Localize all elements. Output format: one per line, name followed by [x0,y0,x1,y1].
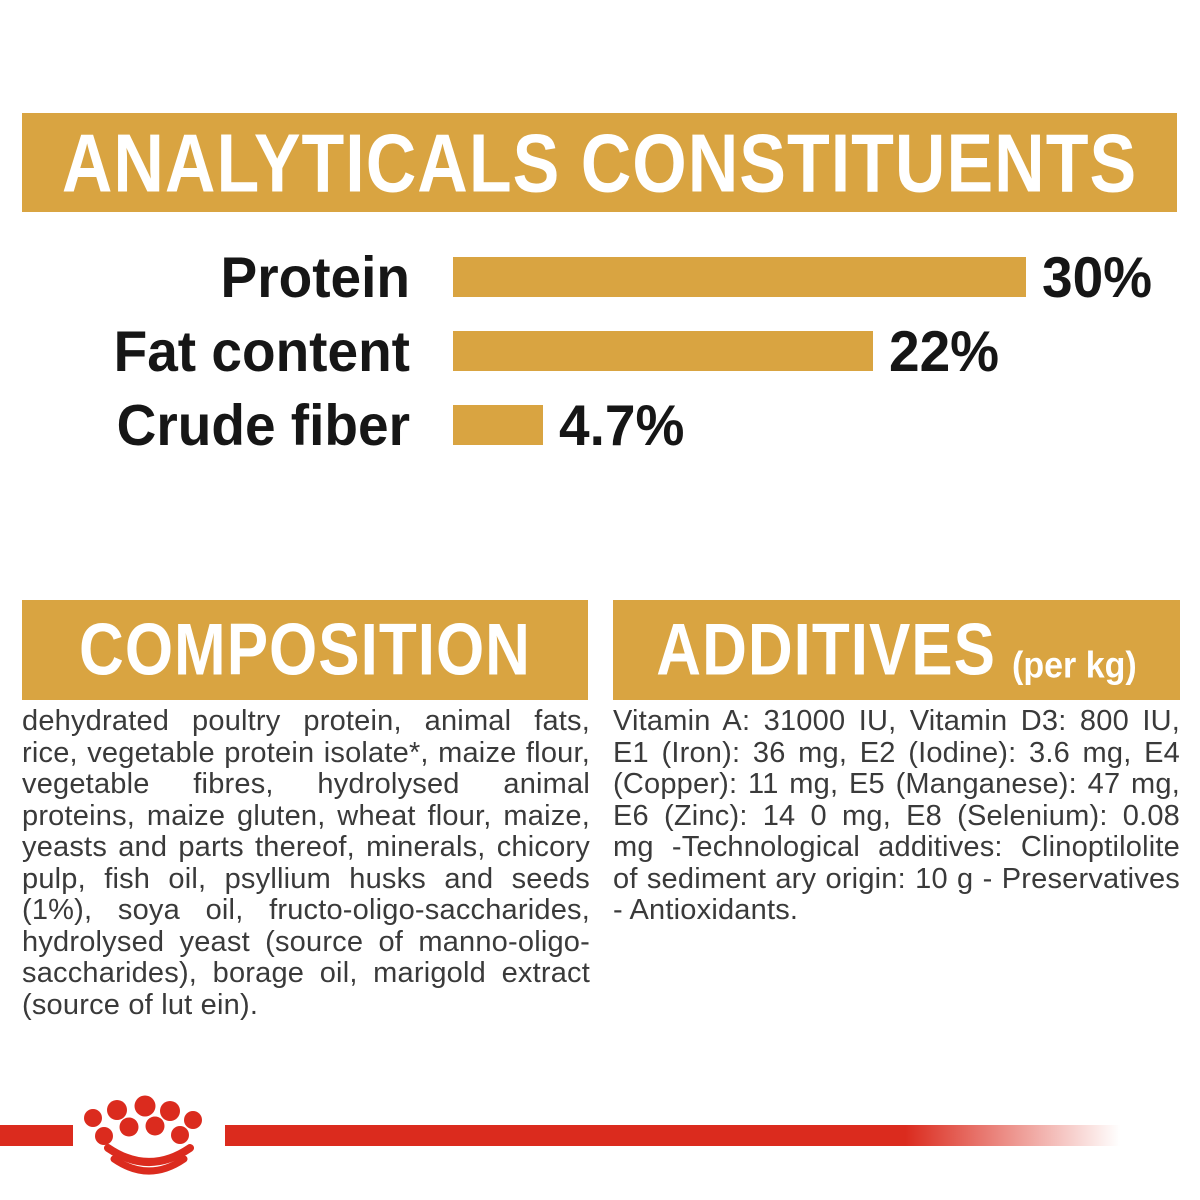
fat-content-bar-track: 22% [453,318,1000,384]
protein-bar-track: 30% [453,244,1153,310]
protein-value: 30% [1042,244,1153,310]
crude-fiber-bar-track: 4.7% [453,392,685,458]
additives-heading: ADDITIVES [656,609,997,691]
composition-text: dehydrated poultry protein, animal fats,… [22,705,590,1021]
protein-bar [453,257,1026,297]
footer-red-bar-right [225,1125,1120,1146]
additives-banner: ADDITIVES (per kg) [613,600,1180,700]
crude-fiber-value: 4.7% [559,392,685,458]
analyticals-title: ANALYTICALS CONSTITUENTS [61,116,1138,209]
analyticals-banner: ANALYTICALS CONSTITUENTS [22,113,1177,212]
composition-heading: COMPOSITION [79,609,531,691]
fat-content-label: Fat content [113,318,410,384]
crude-fiber-label: Crude fiber [116,392,410,458]
additives-heading-suffix: (per kg) [1012,644,1137,687]
chart-row-protein: Protein 30% [0,240,1200,314]
crude-fiber-bar [453,405,543,445]
protein-label: Protein [220,244,410,310]
fat-content-value: 22% [889,318,1000,384]
chart-row-fat-content: Fat content 22% [0,314,1200,388]
chart-row-crude-fiber: Crude fiber 4.7% [0,388,1200,462]
royal-canin-crown-logo [84,1095,202,1175]
fat-content-bar [453,331,873,371]
analytical-constituents-chart: Protein 30% Fat content 22% Crude fiber … [0,240,1200,462]
composition-banner: COMPOSITION [22,600,588,700]
footer-red-bar-left [0,1125,73,1146]
additives-text: Vitamin A: 31000 IU, Vitamin D3: 800 IU,… [613,705,1180,926]
